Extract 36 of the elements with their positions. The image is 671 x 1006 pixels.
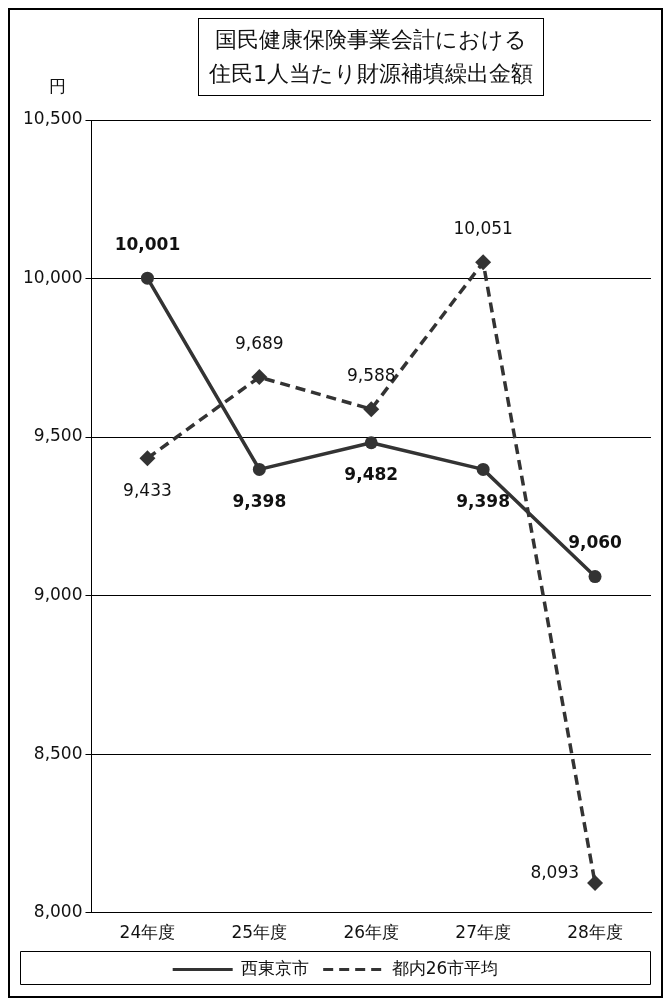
point (587, 875, 604, 892)
legend-label: 都内26市平均 (391, 957, 499, 978)
y-tick-label: 10,500 (23, 108, 83, 129)
point (363, 401, 380, 418)
y-tick-label: 9,000 (33, 583, 83, 604)
y-tick-label: 8,000 (33, 901, 83, 922)
chart-subtitle: 住民1人当たり財源補填繰出金額 (209, 60, 533, 88)
data-label: 8,093 (530, 861, 580, 882)
point (252, 462, 266, 476)
data-label: 9,398 (456, 490, 511, 511)
data-label: 9,398 (232, 490, 287, 511)
point (140, 271, 154, 285)
y-tick-label: 8,500 (33, 742, 83, 763)
point (251, 369, 268, 386)
y-tick-label: 9,500 (33, 425, 83, 446)
chart-title: 国民健康保険事業会計における (214, 26, 528, 54)
point (588, 570, 602, 584)
legend-label: 西東京市 (241, 957, 310, 978)
x-tick-label: 24年度 (119, 922, 176, 943)
data-label: 10,001 (114, 233, 181, 254)
data-label: 9,689 (235, 332, 284, 353)
y-tick-label: 10,000 (23, 266, 83, 287)
point (475, 254, 492, 271)
data-label: 9,482 (344, 464, 399, 485)
x-tick-label: 27年度 (455, 922, 511, 943)
x-tick-label: 28年度 (567, 922, 623, 943)
data-label: 10,051 (453, 217, 513, 238)
data-label: 9,433 (123, 479, 172, 500)
point (139, 450, 156, 467)
point (364, 436, 378, 450)
x-tick-label: 26年度 (343, 922, 400, 943)
x-tick-label: 25年度 (231, 922, 288, 943)
data-label: 9,060 (568, 531, 623, 552)
y-axis-title: 円 (48, 76, 66, 97)
point (476, 462, 490, 476)
data-label: 9,588 (346, 364, 396, 385)
